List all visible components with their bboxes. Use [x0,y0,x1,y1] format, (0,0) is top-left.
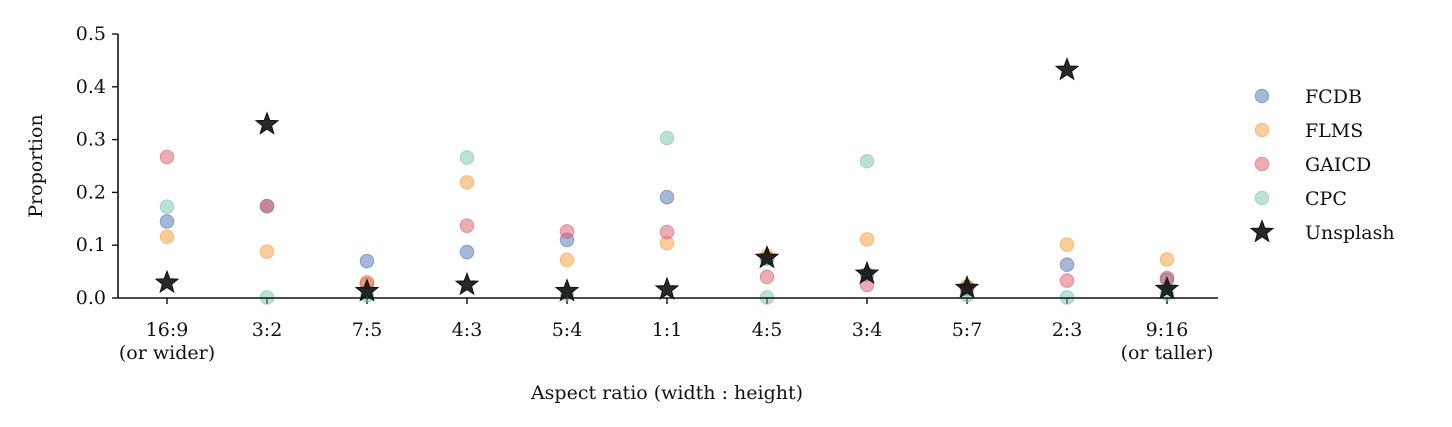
legend-label-cpc: CPC [1305,188,1347,210]
y-tick-label: 0.0 [76,287,106,309]
point-fcdb-7-5 [359,253,375,269]
x-axis-label: Aspect ratio (width : height) [530,382,803,404]
x-tick-label-4-5: 4:5 [752,319,783,341]
point-flms-5-4 [559,252,575,268]
legend-marker-fcdb [1254,88,1270,104]
point-fcdb-16-9 [159,214,175,229]
point-unsplash-9-16 [1154,276,1180,300]
legend-marker-cpc [1254,190,1270,206]
point-unsplash-4-3 [454,271,480,296]
x-tick-label-16-9: 16:9 (or wider) [119,319,215,364]
y-tick-label: 0.1 [76,234,106,256]
point-fcdb-4-3 [459,244,475,260]
point-gaicd-1-1 [659,224,675,240]
point-unsplash-16-9 [154,269,180,294]
legend-marker-gaicd [1254,156,1270,172]
point-cpc-1-1 [659,130,675,146]
y-tick-label: 0.3 [76,129,106,151]
point-fcdb-2-3 [1059,257,1075,273]
y-axis-ticks: 0.0 0.1 0.2 0.3 0.4 0.5 [76,23,118,309]
data-points [154,56,1180,305]
point-unsplash-1-1 [654,276,680,301]
point-gaicd-4-5 [759,269,775,285]
legend-marker-unsplash [1249,219,1275,243]
point-flms-4-3 [459,175,475,190]
x-tick-label-3-2: 3:2 [252,319,283,341]
point-flms-3-2 [259,244,275,259]
point-gaicd-16-9 [159,149,175,165]
x-tick-label-1-1: 1:1 [652,319,683,341]
x-tick-label-3-4: 3:4 [852,319,883,341]
point-gaicd-4-3 [459,218,475,233]
point-cpc-4-3 [459,150,475,165]
point-unsplash-4-5 [754,244,780,269]
point-gaicd-5-4 [559,224,575,239]
legend-label-flms: FLMS [1305,120,1363,142]
point-cpc-3-4 [859,153,875,169]
point-flms-3-4 [859,232,875,247]
y-tick-label: 0.5 [76,23,106,45]
y-tick-label: 0.2 [76,181,106,203]
x-tick-label-9-16: 9:16 (or taller) [1121,319,1214,364]
x-tick-label-5-7: 5:7 [952,319,983,341]
legend-label-unsplash: Unsplash [1305,222,1395,244]
point-gaicd-2-3 [1059,273,1075,288]
legend-marker-flms [1254,122,1270,138]
legend-label-fcdb: FCDB [1305,86,1362,108]
x-tick-label-5-4: 5:4 [552,319,583,341]
point-flms-9-16 [1159,252,1175,267]
point-unsplash-3-2 [254,111,280,135]
y-tick-label: 0.4 [76,76,106,98]
legend-label-gaicd: GAICD [1305,154,1371,176]
point-unsplash-2-3 [1054,56,1080,81]
point-unsplash-3-4 [854,260,880,285]
point-unsplash-7-5 [354,278,380,302]
point-flms-16-9 [159,229,175,245]
legend: FCDB FLMS GAICD CPC Unsplash [1249,86,1395,244]
x-tick-label-4-3: 4:3 [452,319,483,341]
point-unsplash-5-4 [554,278,580,302]
point-gaicd-3-2 [259,198,275,214]
x-tick-label-2-3: 2:3 [1052,319,1083,341]
x-axis-ticks: 16:9 (or wider) 3:2 7:5 4:3 5:4 1:1 4:5 3:4 5:7 2:… [119,298,1214,364]
point-unsplash-5-7 [954,275,980,299]
point-cpc-16-9 [159,199,175,214]
x-tick-label-7-5: 7:5 [352,319,383,341]
point-flms-2-3 [1059,237,1075,252]
point-fcdb-1-1 [659,189,675,205]
y-axis-label: Proportion [25,114,47,217]
